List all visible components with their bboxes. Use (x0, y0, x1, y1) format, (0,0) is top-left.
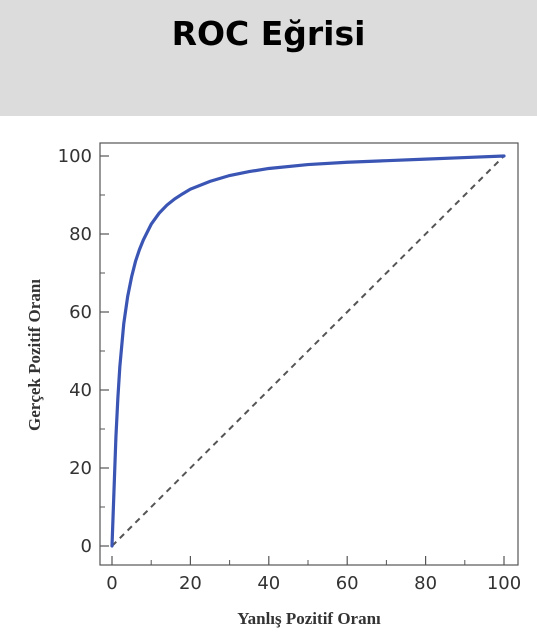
y-tick-label: 80 (69, 224, 92, 245)
x-tick-label: 100 (487, 573, 521, 594)
chart-area (0, 116, 537, 635)
random-classifier-line (111, 155, 505, 547)
y-tick-label: 0 (81, 536, 92, 557)
roc-curve-line (110, 154, 506, 548)
x-axis-label: Yanlış Pozitif Oranı (237, 609, 381, 628)
y-tick-label: 40 (69, 380, 92, 401)
y-tick-label: 60 (69, 302, 92, 323)
plot-frame (99, 142, 519, 566)
x-tick-label: 60 (336, 573, 359, 594)
x-tick-label: 20 (179, 573, 202, 594)
title-banner: ROC Eğrisi (0, 0, 537, 116)
y-axis-label: Gerçek Pozitif Oranı (25, 279, 44, 431)
y-tick-label: 100 (58, 146, 92, 167)
x-tick-label: 0 (106, 573, 117, 594)
y-tick-label: 20 (69, 458, 92, 479)
x-tick-label: 40 (257, 573, 280, 594)
x-tick-label: 80 (414, 573, 437, 594)
chart-title: ROC Eğrisi (171, 14, 366, 53)
